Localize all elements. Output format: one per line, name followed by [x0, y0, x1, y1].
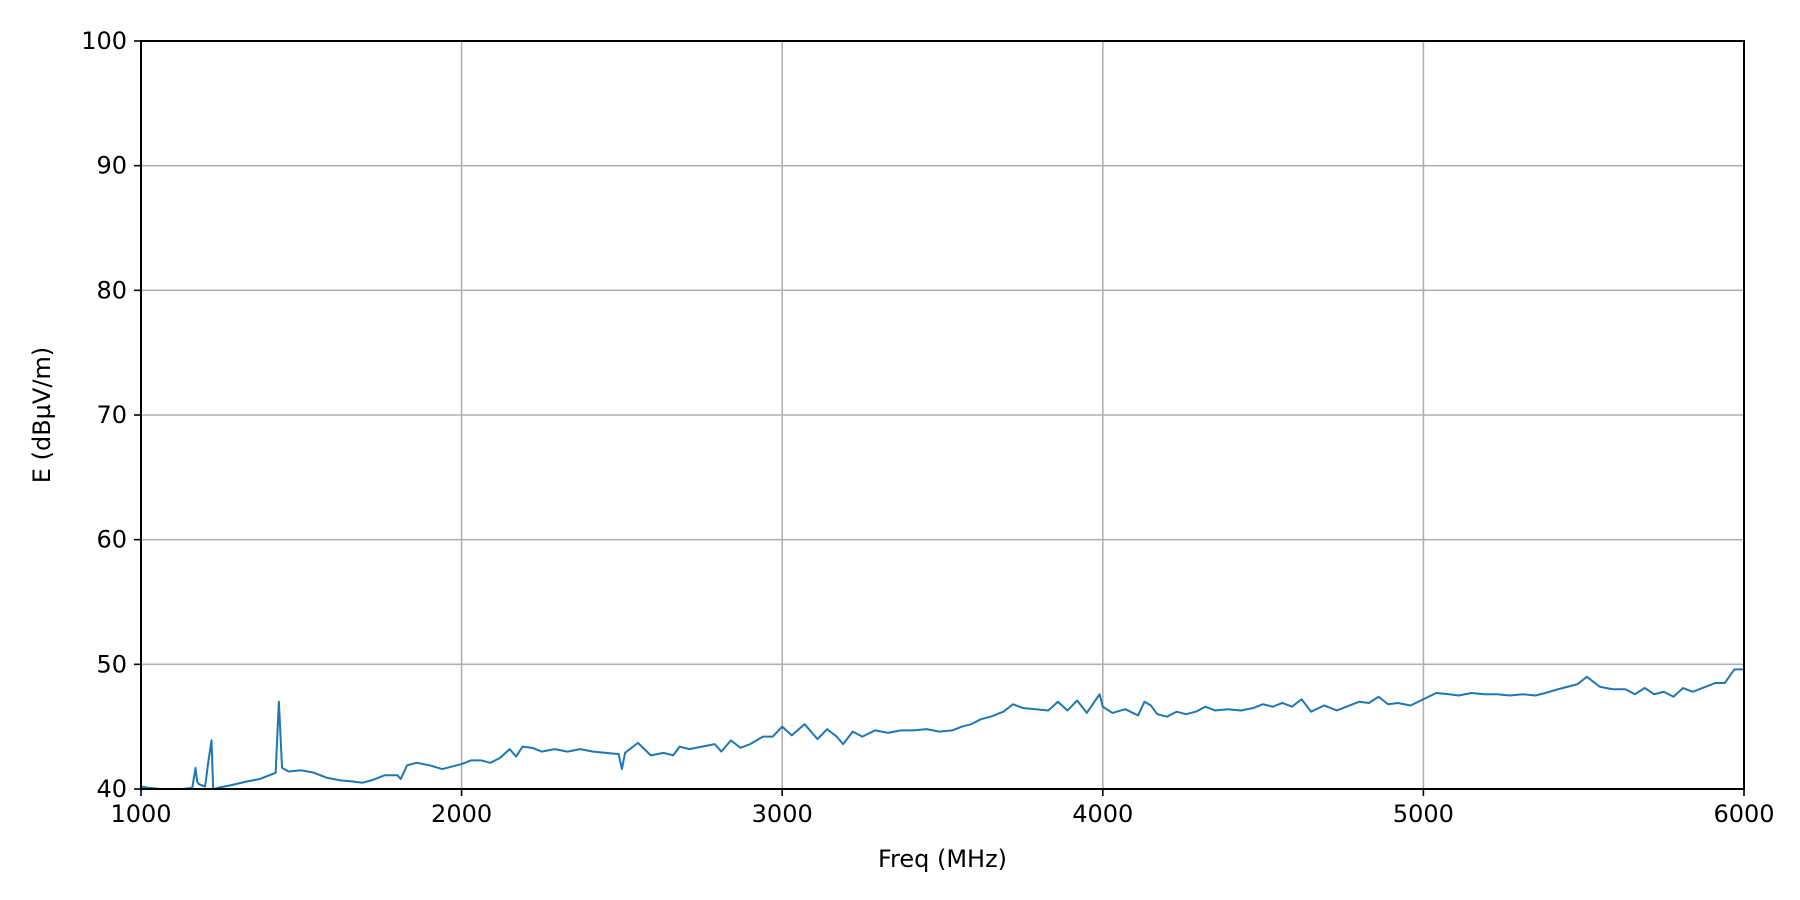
x-tick-label: 6000 — [1713, 800, 1774, 828]
y-tick-label: 80 — [96, 276, 127, 304]
y-tick-label: 100 — [81, 27, 127, 55]
series-line — [141, 668, 1744, 789]
y-tick-label: 70 — [96, 401, 127, 429]
ticks: 1000 2000 3000 4000 5000 6000 40 50 60 70 80 90 100 — [81, 27, 1774, 828]
y-tick-label: 90 — [96, 152, 127, 180]
x-tick-label: 5000 — [1393, 800, 1454, 828]
y-tick-label: 40 — [96, 775, 127, 803]
x-tick-label: 4000 — [1072, 800, 1133, 828]
y-tick-label: 60 — [96, 526, 127, 554]
y-tick-label: 50 — [96, 650, 127, 678]
x-tick-label: 1000 — [110, 800, 171, 828]
x-tick-label: 3000 — [752, 800, 813, 828]
x-axis-label: Freq (MHz) — [878, 845, 1007, 873]
x-tick-label: 2000 — [431, 800, 492, 828]
series-layer — [141, 668, 1744, 789]
y-axis-label: E (dBµV/m) — [28, 347, 56, 483]
